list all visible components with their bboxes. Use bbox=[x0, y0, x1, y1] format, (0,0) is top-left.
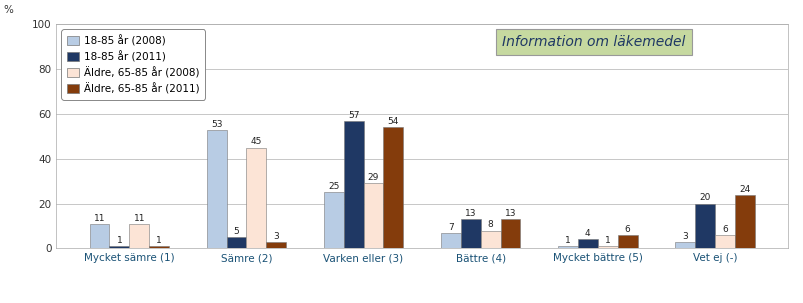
Text: 3: 3 bbox=[681, 231, 687, 241]
Bar bbox=[363, 183, 383, 248]
Bar bbox=[266, 242, 286, 248]
Text: 6: 6 bbox=[721, 225, 727, 234]
Text: 1: 1 bbox=[565, 236, 570, 245]
Bar bbox=[109, 246, 129, 248]
Text: 1: 1 bbox=[156, 236, 162, 245]
Text: 57: 57 bbox=[348, 111, 359, 119]
Legend: 18-85 år (2008), 18-85 år (2011), Äldre, 65-85 år (2008), Äldre, 65-85 år (2011): 18-85 år (2008), 18-85 år (2011), Äldre,… bbox=[61, 29, 205, 100]
Text: Information om läkemedel: Information om läkemedel bbox=[502, 35, 685, 49]
Bar bbox=[206, 130, 226, 248]
Bar bbox=[226, 237, 247, 248]
Text: 20: 20 bbox=[699, 194, 710, 202]
Text: 13: 13 bbox=[464, 209, 476, 218]
Text: 7: 7 bbox=[447, 223, 453, 231]
Bar bbox=[440, 233, 460, 248]
Bar bbox=[694, 204, 714, 248]
Text: 13: 13 bbox=[504, 209, 516, 218]
Bar bbox=[343, 121, 363, 248]
Text: 4: 4 bbox=[585, 229, 590, 238]
Bar bbox=[500, 219, 520, 248]
Bar bbox=[734, 195, 754, 248]
Bar bbox=[577, 239, 597, 248]
Text: 6: 6 bbox=[624, 225, 630, 234]
Bar bbox=[89, 224, 109, 248]
Text: 54: 54 bbox=[387, 117, 398, 126]
Text: 8: 8 bbox=[487, 220, 493, 229]
Bar bbox=[149, 246, 169, 248]
Text: 11: 11 bbox=[94, 214, 105, 223]
Bar bbox=[557, 246, 577, 248]
Text: 1: 1 bbox=[604, 236, 609, 245]
Bar bbox=[247, 148, 266, 248]
Text: 3: 3 bbox=[273, 231, 279, 241]
Bar bbox=[480, 231, 500, 248]
Text: %: % bbox=[4, 5, 14, 15]
Text: 25: 25 bbox=[328, 182, 339, 191]
Bar bbox=[714, 235, 734, 248]
Text: 5: 5 bbox=[234, 227, 239, 236]
Bar bbox=[129, 224, 149, 248]
Bar bbox=[383, 127, 403, 248]
Text: 45: 45 bbox=[251, 138, 262, 146]
Bar bbox=[597, 246, 617, 248]
Bar bbox=[617, 235, 637, 248]
Text: 29: 29 bbox=[367, 173, 379, 182]
Text: 1: 1 bbox=[116, 236, 122, 245]
Bar bbox=[324, 192, 343, 248]
Bar bbox=[460, 219, 480, 248]
Text: 24: 24 bbox=[738, 185, 749, 194]
Text: 11: 11 bbox=[133, 214, 145, 223]
Bar bbox=[675, 242, 694, 248]
Text: 53: 53 bbox=[210, 119, 222, 128]
